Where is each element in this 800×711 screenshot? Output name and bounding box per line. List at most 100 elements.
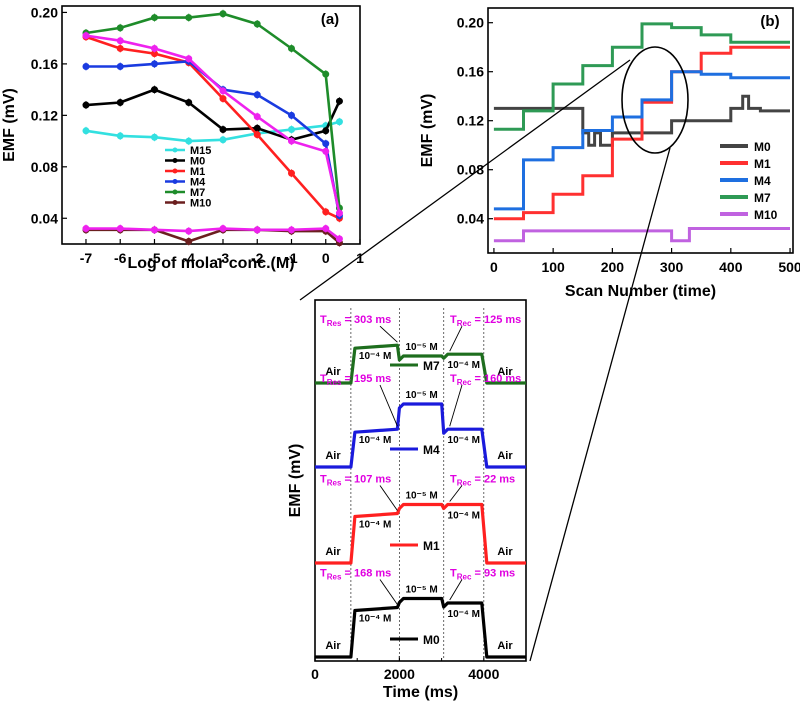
data-point <box>287 111 295 119</box>
x-tick-label: -5 <box>148 250 161 266</box>
data-point <box>287 44 295 52</box>
y-tick-label: 0.04 <box>31 210 58 226</box>
y-tick-label: 0.12 <box>31 107 58 123</box>
legend-marker <box>172 168 178 174</box>
data-point <box>116 62 124 70</box>
legend-label: M0 <box>190 156 205 168</box>
legend-label: M7 <box>190 187 205 199</box>
annotation-arrow <box>379 579 398 605</box>
y-tick-label: 0.04 <box>457 211 484 227</box>
legend-label: M7 <box>423 359 440 373</box>
y-tick-label: 0.08 <box>457 162 484 178</box>
legend-marker <box>172 179 178 184</box>
data-point <box>150 86 158 94</box>
tspan: Rec <box>457 319 472 328</box>
y-axis-label: EMF (mV) <box>419 94 436 168</box>
conc-label: 10⁻⁴ M <box>359 614 391 625</box>
tspan: = 107 ms <box>341 474 391 486</box>
x-tick-label: -3 <box>217 250 230 266</box>
tspan: Res <box>327 573 342 582</box>
data-point <box>185 98 193 106</box>
panel-label: (a) <box>321 11 339 28</box>
series-line <box>493 70 790 211</box>
series-line <box>86 228 341 244</box>
annotation-arrow <box>449 384 463 427</box>
series-line <box>493 227 790 243</box>
data-point <box>322 147 330 155</box>
data-point <box>287 126 295 134</box>
annotation-arrow <box>379 325 398 343</box>
data-point <box>150 44 158 52</box>
legend-label: M4 <box>190 177 206 189</box>
y-tick-label: 0.20 <box>31 4 58 20</box>
data-point <box>116 24 124 32</box>
conc-label: 10⁻⁴ M <box>359 435 391 446</box>
x-tick-label: 200 <box>601 259 625 275</box>
y-tick-label: 0.12 <box>457 113 484 129</box>
air-label: Air <box>497 450 513 462</box>
conc-label: 10⁻⁴ M <box>448 511 480 522</box>
tspan: = 168 ms <box>341 568 391 580</box>
legend-label: M7 <box>754 191 771 205</box>
response-time-label: TRes = 107 ms <box>320 474 391 488</box>
data-point <box>185 227 193 235</box>
response-curve <box>315 502 526 565</box>
air-label: Air <box>325 640 341 652</box>
x-axis-label: Scan Number (time) <box>565 283 716 300</box>
tspan: = 93 ms <box>471 568 515 580</box>
response-curve <box>315 596 526 659</box>
response-time-label: TRes = 303 ms <box>320 314 391 328</box>
panel-a: -7 -6 -5 -4 -3 -2 -1 0 1 0.04 0.08 0.12 0.16 0.20 Log … <box>1 4 364 272</box>
annotation-arrow <box>379 485 398 511</box>
tspan: Res <box>327 378 342 387</box>
response-curve <box>315 343 526 385</box>
recovery-time-label: TRec = 125 ms <box>450 314 521 328</box>
tspan: = 125 ms <box>471 314 521 326</box>
tspan: = 160 ms <box>471 373 521 385</box>
data-point <box>219 95 227 103</box>
legend-label: M10 <box>190 198 211 210</box>
data-point <box>150 133 158 141</box>
conc-label: 10⁻⁵ M <box>405 342 437 353</box>
panel-b: 0 100 200 300 400 500 0.04 0.08 0.12 0.16 0.20 Scan… <box>419 7 800 300</box>
x-tick-label: -4 <box>183 250 196 266</box>
y-axis-label: EMF (mV) <box>1 88 18 162</box>
tspan: = 303 ms <box>341 314 391 326</box>
tspan: = 195 ms <box>341 373 391 385</box>
conc-label: 10⁻⁴ M <box>448 609 480 620</box>
plot-frame <box>61 5 361 245</box>
data-point <box>185 14 193 22</box>
legend-label: M1 <box>190 166 205 178</box>
legend-marker <box>172 189 178 195</box>
data-point <box>116 44 124 52</box>
data-point <box>253 124 261 132</box>
data-point <box>253 91 261 99</box>
data-point <box>185 237 193 245</box>
tspan: T <box>320 568 327 580</box>
data-point <box>219 126 227 134</box>
x-tick-label: -1 <box>285 250 298 266</box>
data-point <box>150 60 158 68</box>
data-point <box>82 62 90 70</box>
legend-marker <box>172 158 178 163</box>
tspan: T <box>320 474 327 486</box>
recovery-time-label: TRec = 22 ms <box>450 474 515 488</box>
x-tick-label: -7 <box>80 250 93 266</box>
plot-frame <box>314 299 527 662</box>
recovery-time-label: TRec = 160 ms <box>450 373 521 387</box>
x-tick-label: 400 <box>719 259 743 275</box>
x-tick-label: 300 <box>660 259 684 275</box>
legend-label: M0 <box>754 140 771 154</box>
data-point <box>219 10 227 18</box>
tspan: = 22 ms <box>471 474 515 486</box>
tspan: Rec <box>457 378 472 387</box>
highlight-ellipse <box>621 46 689 154</box>
response-time-label: TRes = 195 ms <box>320 373 391 387</box>
data-point <box>82 127 90 135</box>
legend-label: M4 <box>423 443 440 457</box>
response-time-label: TRes = 168 ms <box>320 568 391 582</box>
tspan: Rec <box>457 573 472 582</box>
x-tick-label: 4000 <box>468 666 499 682</box>
data-point <box>116 132 124 140</box>
